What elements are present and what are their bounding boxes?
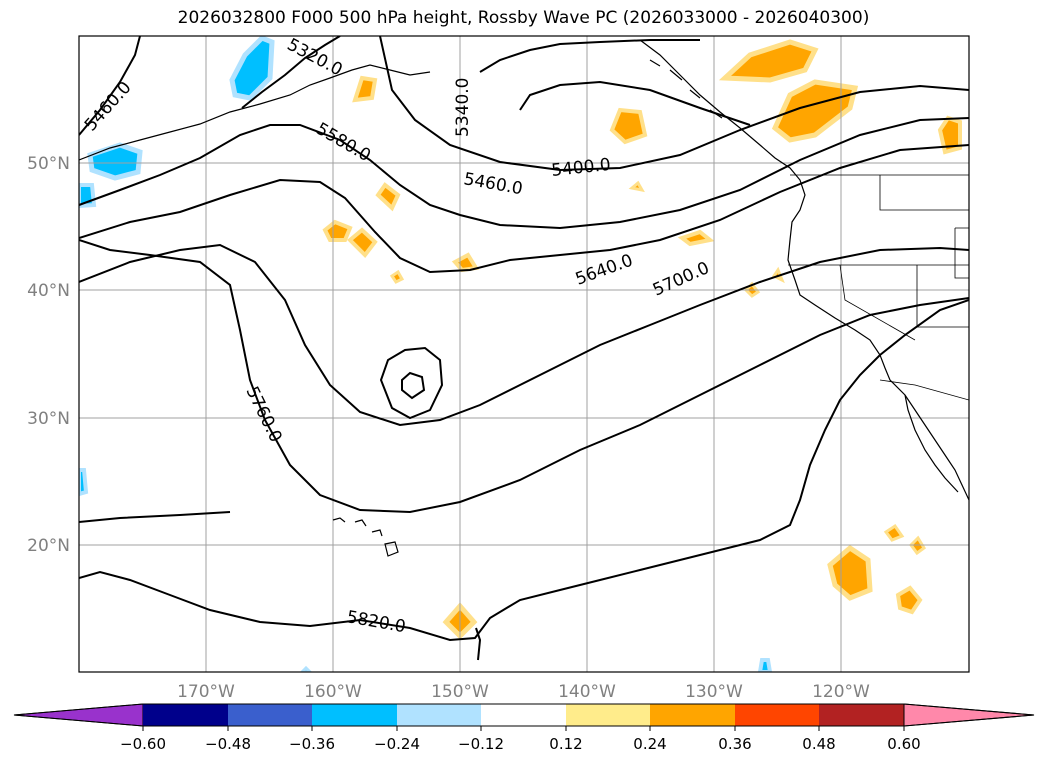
colorbar-tick-label: 0.36: [718, 735, 751, 753]
lon-label: 170°W: [177, 682, 235, 702]
coastlines: [79, 39, 969, 557]
colorbar-segment: [819, 704, 904, 726]
lon-axis-labels: 170°W 160°W 150°W 140°W 130°W 120°W: [177, 682, 870, 702]
lat-label: 40°N: [27, 281, 70, 301]
lat-label: 30°N: [27, 409, 70, 429]
colorbar-segment: [566, 704, 650, 726]
colorbar-segment: [481, 704, 566, 726]
colorbar: −0.60 −0.48 −0.36 −0.24 −0.12 0.12 0.24 …: [13, 703, 1035, 753]
colorbar-tick-label: 0.12: [549, 735, 582, 753]
map-title: 2026032800 F000 500 hPa height, Rossby W…: [177, 8, 870, 28]
colorbar-extend-low: [13, 703, 144, 727]
height-contours: [79, 36, 969, 661]
colorbar-extend-high: [903, 703, 1035, 727]
lat-label: 50°N: [27, 154, 70, 174]
lon-label: 120°W: [812, 682, 870, 702]
colorbar-segment: [397, 704, 481, 726]
lat-label: 20°N: [27, 536, 70, 556]
colorbar-tick-label: 0.48: [802, 735, 835, 753]
contour-label: 5340.0: [453, 78, 473, 137]
colorbar-tick-label: −0.60: [120, 735, 166, 753]
lon-label: 130°W: [685, 682, 743, 702]
map-border: [78, 35, 970, 673]
colorbar-tick-label: −0.24: [374, 735, 420, 753]
colorbar-tick-label: −0.48: [205, 735, 251, 753]
colorbar-segment: [312, 704, 397, 726]
colorbar-segment: [650, 704, 735, 726]
borders: [788, 174, 969, 401]
lon-label: 160°W: [304, 682, 362, 702]
lat-axis-labels: 50°N 40°N 30°N 20°N: [27, 154, 70, 556]
colorbar-tick-label: −0.12: [458, 735, 504, 753]
lon-label: 150°W: [431, 682, 489, 702]
colorbar-segment: [143, 704, 228, 726]
positive-anomaly-patches: [322, 39, 962, 640]
colorbar-tick-label: 0.60: [887, 735, 920, 753]
colorbar-tick-label: 0.24: [633, 735, 666, 753]
colorbar-segment: [228, 704, 312, 726]
colorbar-tick-label: −0.36: [289, 735, 335, 753]
negative-anomaly-patches: [79, 36, 773, 672]
lon-label: 140°W: [558, 682, 616, 702]
colorbar-segment: [735, 704, 819, 726]
gridlines: [79, 36, 969, 672]
